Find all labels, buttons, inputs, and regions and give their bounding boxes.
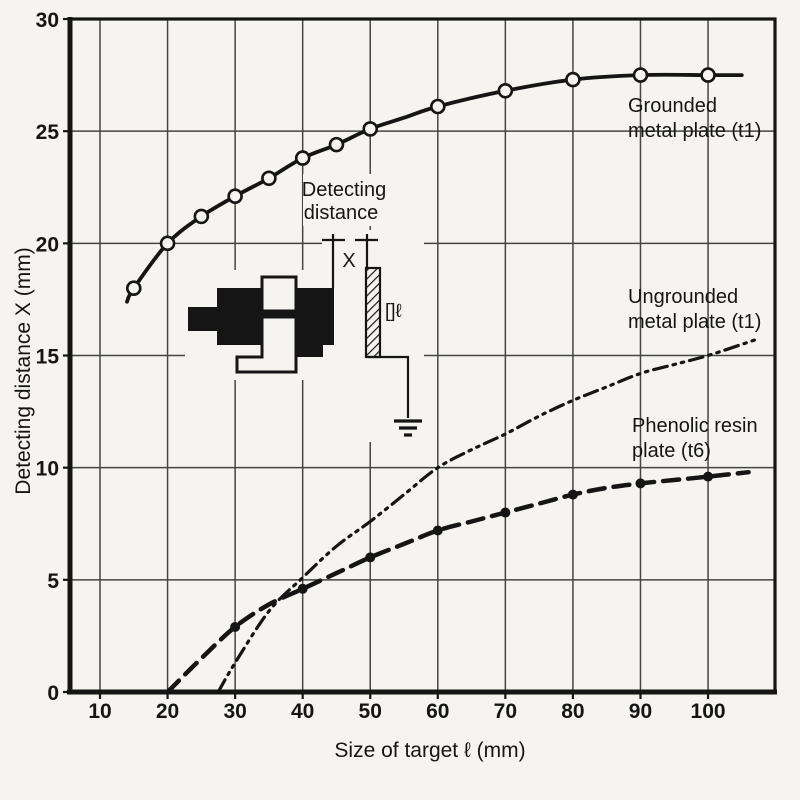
inset-caption-line1: Detecting [302,179,387,201]
open-circle-marker [328,136,345,153]
x-tick-label: 60 [426,700,449,723]
series-label-grounded-line1: Grounded [628,95,717,117]
x-tick-label: 90 [629,700,652,723]
tick-layer: 10 20 30 40 50 60 70 80 90 100 0 5 10 15 20 25 30 [36,9,726,723]
y-tick-label: 20 [36,233,59,256]
open-circle-marker [227,188,243,205]
ground-wire [368,355,410,418]
filled-circle-marker [365,552,376,563]
open-circle-marker [700,67,716,83]
series-label-grounded-line2: metal plate (t1) [628,120,761,142]
filled-circle-marker [297,583,308,594]
open-circle-marker [159,235,176,252]
open-circle-marker [261,170,277,187]
x-tick-label: 10 [88,700,111,723]
series-label-ungrounded-line2: metal plate (t1) [628,311,761,333]
series-label-phenolic-line2: plate (t6) [632,440,711,462]
y-tick-label: 0 [47,682,59,705]
series-label-ungrounded-line1: Ungrounded [628,286,738,308]
y-tick-label: 10 [36,458,59,481]
x-tick-label: 50 [359,700,382,723]
series-labels: Grounded metal plate (t1) Ungrounded met… [628,95,761,462]
filled-circle-marker [635,478,646,489]
sensor-bracket-icon [235,315,298,374]
sensor-head-icon [260,275,298,313]
open-circle-marker [125,280,142,297]
series-line-0 [125,72,744,304]
series-label-phenolic-line1: Phenolic resin [632,415,758,437]
x-tick-label: 70 [494,700,517,723]
dimension-label: X [342,250,355,272]
filled-circle-marker [230,621,241,632]
filled-circle-marker [432,525,443,536]
open-circle-marker [497,82,514,99]
y-axis-label: Detecting distance X (mm) [12,247,35,494]
y-tick-label: 5 [47,570,59,593]
open-circle-marker [193,208,210,225]
mask-caption [303,174,391,226]
y-tick-label: 25 [36,121,60,144]
inset-diagram: Detecting distance X []ℓ [188,179,422,437]
x-tick-label: 20 [156,700,179,723]
x-tick-label: 80 [561,700,584,723]
y-tick-label: 30 [36,9,59,32]
sensor-body-step [296,345,323,357]
target-plate-icon [364,266,382,359]
curve-layer [125,67,757,695]
series-line-2 [165,469,751,695]
x-tick-label: 100 [691,700,726,723]
y-tick-label: 15 [36,346,60,369]
open-circle-marker [362,121,379,137]
open-circle-marker [294,150,311,166]
filled-circle-marker [703,471,714,482]
x-tick-label: 40 [291,700,314,723]
open-circle-marker [632,67,649,83]
open-circle-marker [429,98,446,115]
x-tick-label: 30 [223,700,246,723]
filled-circle-marker [500,507,511,518]
target-size-label: []ℓ [385,301,402,322]
open-circle-marker [565,71,581,88]
filled-circle-marker [567,489,578,500]
x-axis-label: Size of target ℓ (mm) [334,739,525,762]
sensor-connector [188,307,218,331]
inset-caption-line2: distance [304,202,379,224]
ground-icon [394,419,422,437]
series-line-1 [216,338,757,694]
